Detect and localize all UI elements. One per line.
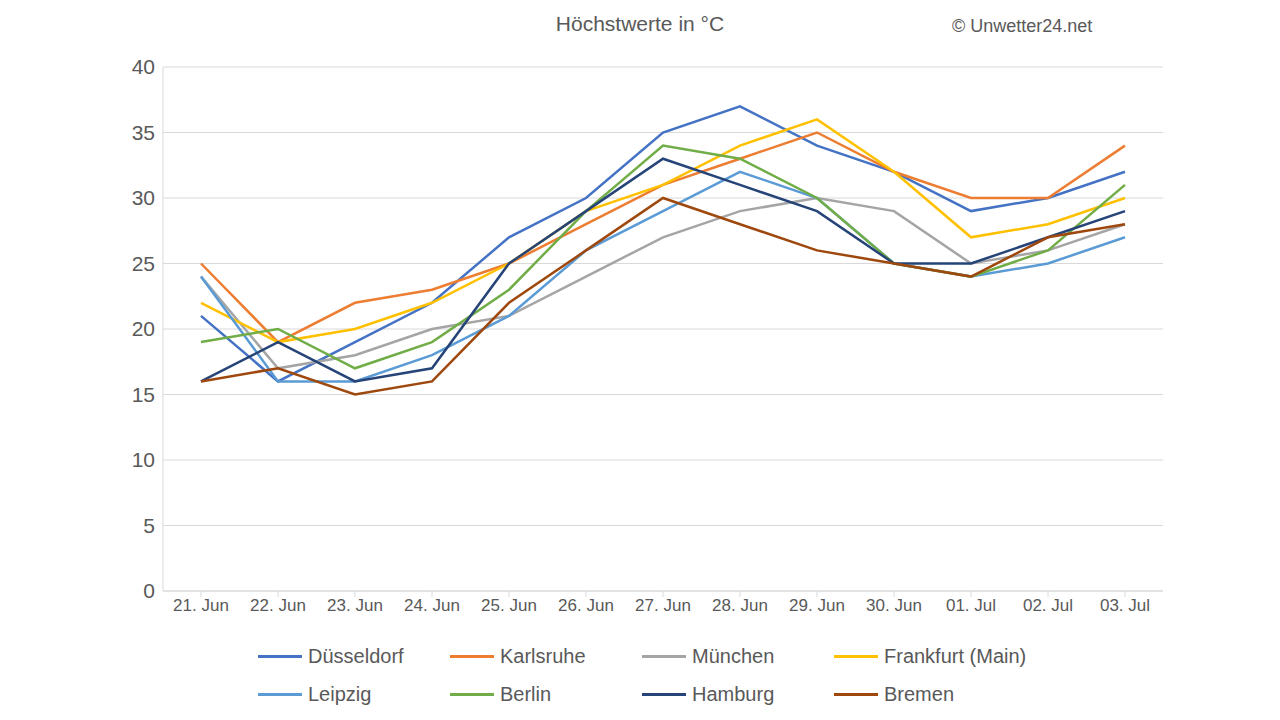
svg-text:5: 5 bbox=[143, 514, 155, 537]
svg-text:30: 30 bbox=[132, 186, 155, 209]
svg-text:35: 35 bbox=[132, 121, 155, 144]
svg-text:22. Jun: 22. Jun bbox=[250, 596, 306, 615]
svg-text:25. Jun: 25. Jun bbox=[481, 596, 537, 615]
svg-text:02. Jul: 02. Jul bbox=[1023, 596, 1073, 615]
html-text:Karlsruhe: Karlsruhe bbox=[500, 645, 586, 667]
svg-text:0: 0 bbox=[143, 579, 155, 602]
html-text:Höchstwerte in °C: Höchstwerte in °C bbox=[555, 12, 725, 35]
svg-text:20: 20 bbox=[132, 317, 155, 340]
svg-text:28. Jun: 28. Jun bbox=[712, 596, 768, 615]
svg-text:15: 15 bbox=[132, 383, 155, 406]
svg-text:10: 10 bbox=[132, 448, 155, 471]
html-text:Berlin: Berlin bbox=[500, 683, 552, 705]
svg-text:25: 25 bbox=[132, 252, 155, 275]
svg-text:29. Jun: 29. Jun bbox=[789, 596, 845, 615]
svg-text:26. Jun: 26. Jun bbox=[558, 596, 614, 615]
html-text:Bremen: Bremen bbox=[884, 683, 954, 705]
html-text:Hamburg: Hamburg bbox=[692, 683, 775, 705]
svg-text:01. Jul: 01. Jul bbox=[946, 596, 996, 615]
svg-text:03. Jul: 03. Jul bbox=[1100, 596, 1150, 615]
html-text:Frankfurt (Main): Frankfurt (Main) bbox=[884, 645, 1027, 667]
html-text:Leipzig: Leipzig bbox=[308, 683, 372, 705]
html-text:Düsseldorf: Düsseldorf bbox=[308, 645, 404, 667]
svg-text:27. Jun: 27. Jun bbox=[635, 596, 691, 615]
svg-text:30. Jun: 30. Jun bbox=[866, 596, 922, 615]
svg-text:21. Jun: 21. Jun bbox=[173, 596, 229, 615]
html-text:© Unwetter24.net: © Unwetter24.net bbox=[952, 16, 1093, 36]
svg-text:40: 40 bbox=[132, 55, 155, 78]
svg-text:23. Jun: 23. Jun bbox=[327, 596, 383, 615]
html-text:München: München bbox=[692, 645, 775, 667]
svg-text:24. Jun: 24. Jun bbox=[404, 596, 460, 615]
